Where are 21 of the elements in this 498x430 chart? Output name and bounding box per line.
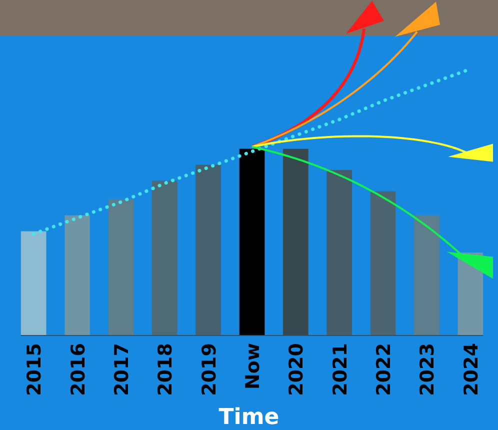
x-tick-label: 2019	[198, 343, 220, 396]
x-tick-label: 2024	[460, 343, 482, 396]
bar	[196, 164, 221, 335]
x-tick-label: 2016	[67, 343, 90, 396]
bar	[283, 148, 308, 335]
x-tick-label: 2017	[110, 343, 133, 396]
x-tick-label: 2015	[24, 343, 46, 396]
bar	[20, 231, 46, 335]
bar	[108, 199, 134, 335]
bar	[414, 215, 440, 335]
x-tick-label: Now	[242, 343, 264, 390]
x-tick-label: 2018	[154, 343, 177, 396]
bar	[64, 215, 90, 335]
bar	[370, 191, 396, 335]
x-tick-label: 2021	[329, 343, 352, 396]
bar	[239, 148, 265, 335]
x-tick-label: 2022	[373, 343, 396, 396]
x-tick-label: 2020	[286, 343, 308, 396]
x-tick-label: 2023	[416, 343, 439, 396]
bar	[152, 180, 178, 335]
x-axis-title: Time	[218, 405, 280, 430]
